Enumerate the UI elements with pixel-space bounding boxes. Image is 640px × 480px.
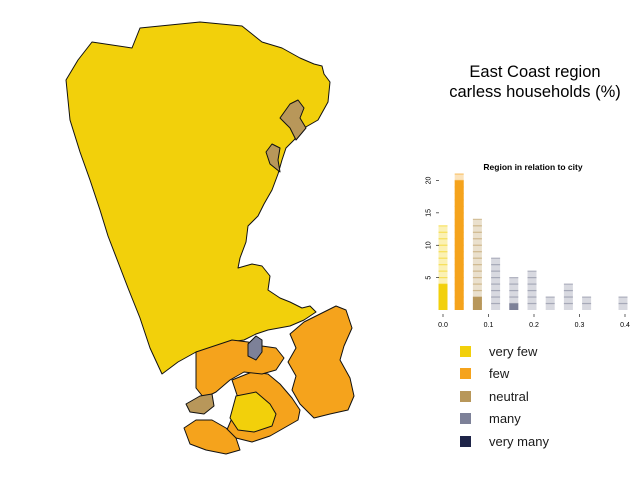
legend-swatch — [460, 345, 471, 357]
legend-swatch — [460, 390, 471, 402]
x-tick-label: 0.2 — [529, 322, 539, 329]
map-region-harbour-east[interactable] — [287, 305, 355, 419]
y-tick-label: 5 — [426, 276, 433, 280]
y-tick-label: 20 — [426, 176, 433, 184]
histogram-region-bar — [454, 180, 464, 310]
map-region-southern-suburb[interactable] — [229, 391, 277, 433]
legend-item-many: many — [460, 408, 549, 431]
histogram-bars — [438, 173, 628, 310]
map-title: East Coast region carless households (%) — [420, 62, 640, 102]
map-region-coastal-strip[interactable] — [265, 143, 281, 173]
y-tick-label: 15 — [426, 209, 433, 217]
legend: very few few neutral many very many — [460, 340, 549, 453]
legend-item-very-many: very many — [460, 430, 549, 453]
histogram-chart: Region in relation to city 5 10 15 20 0.0 0.1… — [426, 162, 630, 329]
histogram-region-bar — [509, 303, 519, 310]
histogram-city-bar — [438, 225, 448, 310]
legend-item-very-few: very few — [460, 340, 549, 363]
legend-label: very many — [489, 433, 549, 449]
map-region-western-arm[interactable] — [183, 419, 241, 455]
histogram-region-bar — [472, 297, 482, 310]
legend-swatch — [460, 413, 471, 425]
legend-swatch — [460, 368, 471, 380]
legend-item-few: few — [460, 363, 549, 386]
histogram-city-bar — [509, 277, 519, 310]
title-line-1: East Coast region — [469, 63, 601, 81]
x-tick-label: 0.0 — [438, 322, 448, 329]
map-region-southwest-point[interactable] — [185, 393, 215, 415]
histogram-axes: 5 10 15 20 0.0 0.1 0.2 0.3 0.4 — [426, 176, 630, 329]
legend-label: very few — [489, 343, 538, 359]
legend-label: neutral — [489, 388, 529, 404]
y-tick-label: 10 — [426, 241, 433, 249]
map-region-northern-rural[interactable] — [65, 21, 331, 375]
title-line-2: carless households (%) — [449, 83, 621, 101]
legend-label: few — [489, 366, 510, 382]
x-tick-label: 0.1 — [484, 322, 494, 329]
x-tick-label: 0.3 — [575, 322, 585, 329]
x-tick-label: 0.4 — [620, 322, 630, 329]
choropleth-map — [65, 21, 355, 455]
legend-item-neutral: neutral — [460, 385, 549, 408]
map-region-eastern-town[interactable] — [279, 99, 307, 141]
histogram-region-bar — [438, 284, 448, 310]
legend-label: many — [489, 411, 521, 427]
map-region-inner-city[interactable] — [247, 335, 263, 361]
histogram-title: Region in relation to city — [483, 162, 582, 172]
legend-swatch — [460, 435, 471, 447]
